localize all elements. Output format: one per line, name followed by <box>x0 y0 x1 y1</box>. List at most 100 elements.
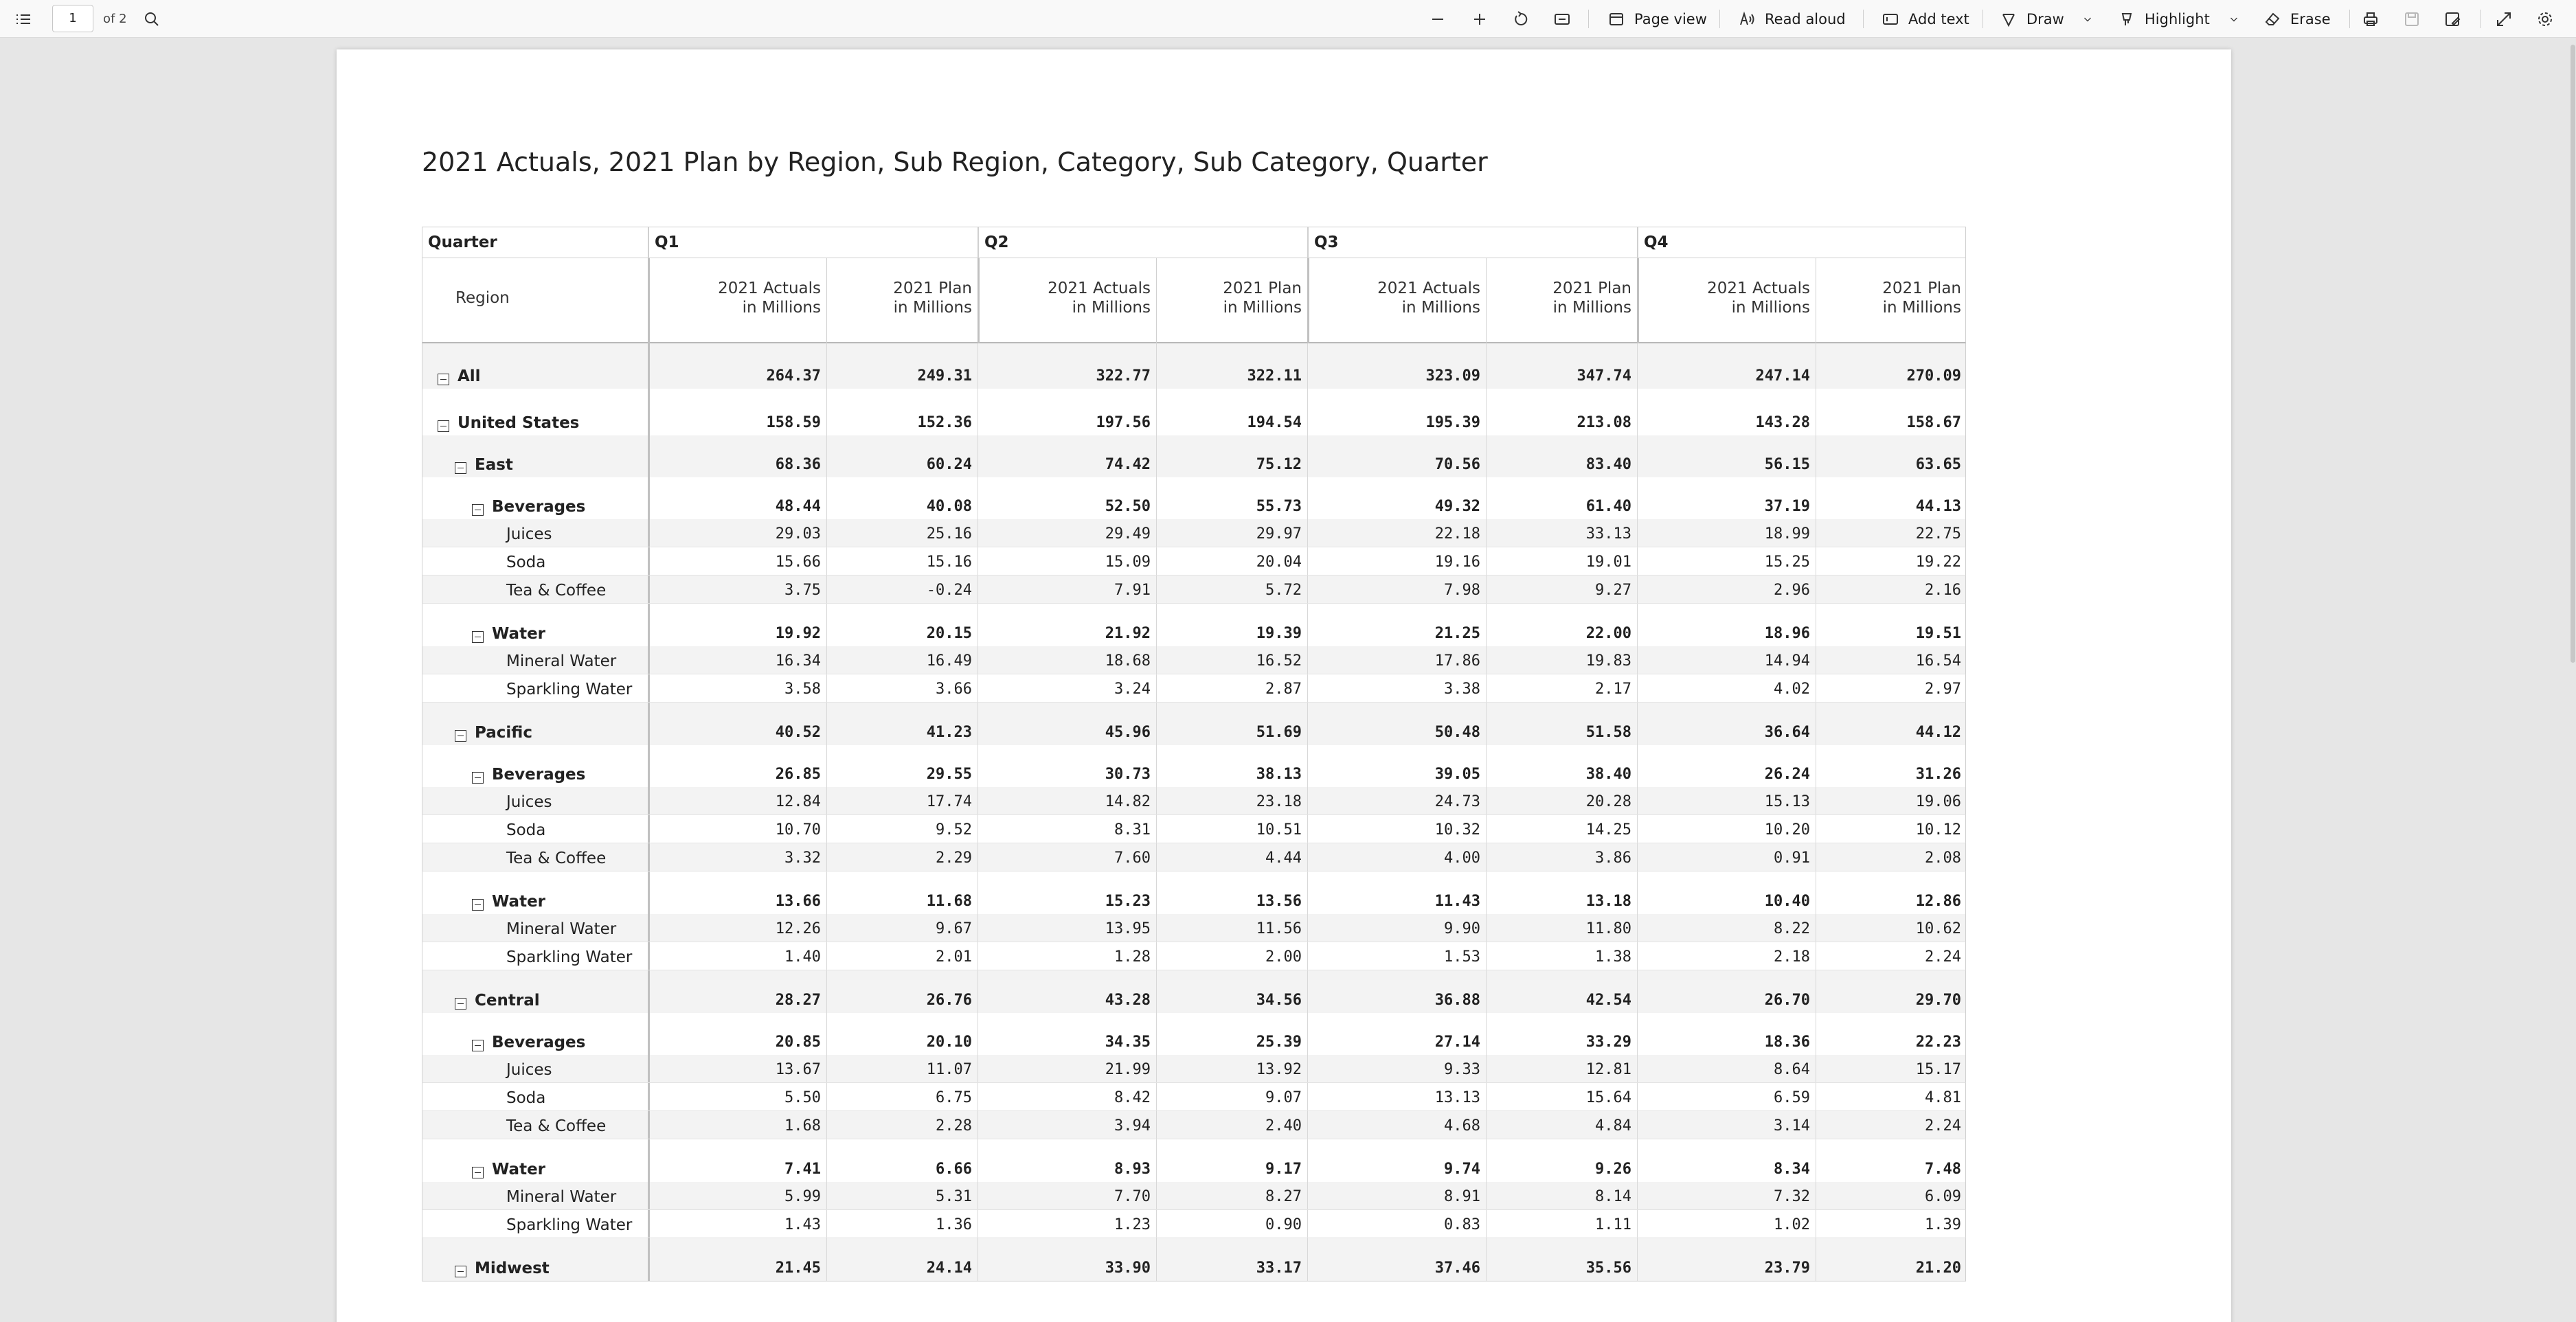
draw-options-dropdown[interactable] <box>2079 0 2096 38</box>
plan-value-cell: 44.13 <box>1816 477 1967 519</box>
actuals-value-cell: 1.02 <box>1637 1210 1816 1238</box>
toolbar-divider <box>1863 10 1864 28</box>
collapse-toggle-icon[interactable] <box>472 1167 484 1178</box>
row-label: Sparkling Water <box>506 1216 633 1234</box>
plan-value-cell: 6.09 <box>1816 1182 1967 1209</box>
plan-value-cell: 29.97 <box>1156 519 1307 547</box>
actuals-value-cell: 3.58 <box>648 674 826 702</box>
collapse-toggle-icon[interactable] <box>472 504 484 516</box>
print-button[interactable] <box>2358 0 2383 38</box>
column-divider <box>1637 575 1638 603</box>
find-button[interactable] <box>139 0 164 38</box>
column-divider <box>648 1210 650 1238</box>
full-screen-button[interactable] <box>2492 0 2516 38</box>
collapse-toggle-icon[interactable] <box>455 1266 466 1277</box>
cell-value: 11.56 <box>1256 920 1302 937</box>
plan-value-cell: 44.12 <box>1816 703 1967 745</box>
scrollbar-thumb[interactable] <box>2571 45 2575 663</box>
cell-value: 9.17 <box>1265 1161 1302 1178</box>
page-view-button[interactable]: Page view <box>1604 0 1707 38</box>
cell-value: -0.24 <box>926 582 972 599</box>
cell-value: 38.13 <box>1256 766 1302 783</box>
table-row: Soda 10.70 9.52 8.31 10.51 10.32 14.25 10.20 10.… <box>422 815 1966 843</box>
table-group-row: Water 7.41 6.66 8.93 9.17 9.74 9.26 8.34 7.48 <box>422 1139 1966 1182</box>
actuals-value-cell: 10.20 <box>1637 815 1816 843</box>
toolbar-divider <box>1982 10 1983 28</box>
cell-value: 15.09 <box>1105 554 1151 571</box>
highlighter-icon <box>2114 7 2139 32</box>
column-divider <box>648 703 650 745</box>
cell-value: 24.14 <box>926 1260 972 1277</box>
cell-value: 0.91 <box>1774 850 1810 867</box>
save-button[interactable] <box>2399 0 2424 38</box>
save-as-button[interactable] <box>2440 0 2465 38</box>
column-divider <box>1637 942 1638 970</box>
column-divider <box>1156 435 1157 477</box>
plan-value-cell: 10.62 <box>1816 914 1967 942</box>
column-divider <box>1307 1238 1308 1281</box>
collapse-toggle-icon[interactable] <box>472 772 484 784</box>
collapse-toggle-icon[interactable] <box>472 631 484 643</box>
draw-button[interactable]: Draw <box>1996 0 2064 38</box>
actuals-value-cell: 43.28 <box>978 970 1156 1013</box>
toolbar-divider <box>2349 10 2350 28</box>
collapse-toggle-icon[interactable] <box>438 420 449 432</box>
collapse-toggle-icon[interactable] <box>472 899 484 911</box>
erase-button[interactable]: Erase <box>2260 0 2331 38</box>
column-divider <box>1156 674 1157 702</box>
column-divider <box>1637 787 1638 814</box>
plan-value-cell: 3.66 <box>826 674 978 702</box>
plan-value-cell: 0.90 <box>1156 1210 1307 1238</box>
cell-value: 3.75 <box>784 582 821 599</box>
column-divider <box>1486 343 1487 389</box>
table-of-contents-button[interactable] <box>11 0 36 38</box>
cell-value: 195.39 <box>1425 414 1480 431</box>
cell-value: 48.44 <box>775 498 821 515</box>
plan-value-cell: 19.83 <box>1486 646 1637 674</box>
collapse-toggle-icon[interactable] <box>455 730 466 742</box>
cell-value: 4.00 <box>1444 850 1480 867</box>
highlight-options-dropdown[interactable] <box>2226 0 2242 38</box>
actuals-value-cell: 13.67 <box>648 1055 826 1082</box>
column-divider <box>1637 343 1638 389</box>
plan-value-cell: 41.23 <box>826 703 978 745</box>
actuals-value-cell: 2.18 <box>1637 942 1816 970</box>
add-text-button[interactable]: Add text <box>1878 0 1969 38</box>
column-divider <box>826 1182 827 1209</box>
cell-value: 12.81 <box>1585 1061 1631 1078</box>
cell-value: 22.18 <box>1434 525 1480 543</box>
cell-value: 16.49 <box>926 652 972 670</box>
zoom-in-button[interactable] <box>1467 0 1492 38</box>
zoom-out-button[interactable] <box>1425 0 1450 38</box>
cell-value: 7.60 <box>1114 850 1151 867</box>
collapse-toggle-icon[interactable] <box>472 1040 484 1051</box>
cell-value: 18.36 <box>1764 1034 1810 1051</box>
actuals-value-cell: 7.41 <box>648 1139 826 1182</box>
vertical-scrollbar[interactable] <box>2569 38 2576 1322</box>
page-number-input[interactable]: 1 <box>52 5 93 32</box>
settings-button[interactable] <box>2533 0 2557 38</box>
collapse-toggle-icon[interactable] <box>438 374 449 385</box>
fit-page-button[interactable] <box>1550 0 1574 38</box>
column-divider <box>978 258 980 344</box>
cell-value: 17.74 <box>926 793 972 810</box>
read-aloud-button[interactable]: Read aloud <box>1735 0 1846 38</box>
column-divider <box>826 970 827 1013</box>
cell-value: 1.28 <box>1114 948 1151 966</box>
measure-header-row: Region 2021 Actuals in Millions 2021 Plan… <box>422 258 1966 344</box>
cell-value: 16.54 <box>1915 652 1961 670</box>
actuals-value-cell: 13.66 <box>648 871 826 914</box>
collapse-toggle-icon[interactable] <box>455 462 466 474</box>
cell-value: 8.27 <box>1265 1188 1302 1205</box>
cell-value: 21.25 <box>1434 625 1480 642</box>
cell-value: 20.28 <box>1585 793 1631 810</box>
actuals-value-cell: 30.73 <box>978 745 1156 787</box>
column-divider <box>1486 1111 1487 1139</box>
actuals-value-cell: 3.38 <box>1307 674 1486 702</box>
actuals-value-cell: 18.36 <box>1637 1013 1816 1055</box>
rotate-button[interactable] <box>1509 0 1533 38</box>
plan-value-cell: 55.73 <box>1156 477 1307 519</box>
highlight-button[interactable]: Highlight <box>2114 0 2210 38</box>
cell-value: 323.09 <box>1425 367 1480 385</box>
collapse-toggle-icon[interactable] <box>455 998 466 1010</box>
